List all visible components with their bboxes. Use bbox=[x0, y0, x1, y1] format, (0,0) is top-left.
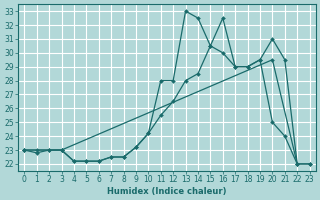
X-axis label: Humidex (Indice chaleur): Humidex (Indice chaleur) bbox=[107, 187, 227, 196]
